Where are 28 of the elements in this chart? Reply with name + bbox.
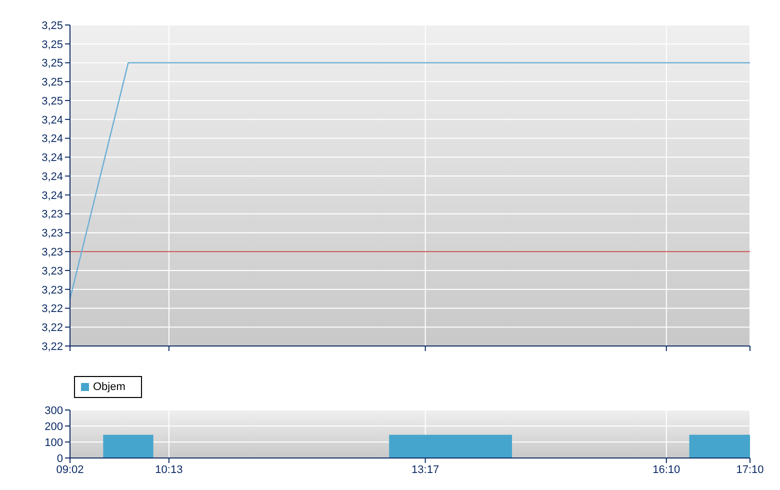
x-tick-label: 17:10 — [736, 464, 764, 476]
x-tick-label: 13:17 — [412, 464, 440, 476]
y-tick-label: 3,23 — [42, 265, 63, 278]
y-tick-label: 3,24 — [42, 190, 63, 202]
y-tick-label: 200 — [44, 420, 63, 433]
y-tick-label: 100 — [44, 436, 63, 449]
y-tick-label: 3,24 — [42, 152, 63, 164]
y-tick-label: 3,24 — [42, 114, 63, 126]
x-tick-label: 16:10 — [652, 464, 680, 476]
legend-label: Objem — [93, 381, 126, 393]
y-tick-label: 3,22 — [42, 340, 63, 353]
y-tick-label: 3,25 — [42, 38, 63, 51]
y-tick-label: 3,25 — [42, 20, 63, 32]
y-tick-label: 300 — [44, 404, 63, 417]
y-tick-label: 3,25 — [42, 95, 63, 108]
x-tick-label: 09:02 — [56, 464, 84, 476]
y-tick-label: 3,22 — [42, 322, 63, 334]
y-tick-label: 3,25 — [42, 58, 63, 70]
y-tick-label: 3,23 — [42, 208, 63, 221]
y-tick-label: 3,22 — [42, 303, 63, 316]
y-tick-label: 3,23 — [42, 246, 63, 258]
y-tick-label: 3,23 — [42, 228, 63, 240]
x-tick-label: 10:13 — [155, 464, 183, 476]
y-tick-label: 3,25 — [42, 76, 63, 89]
y-tick-label: 3,23 — [42, 284, 63, 296]
y-tick-label: 3,24 — [42, 133, 63, 146]
y-tick-label: 0 — [56, 452, 63, 465]
y-tick-label: 3,24 — [42, 170, 63, 183]
